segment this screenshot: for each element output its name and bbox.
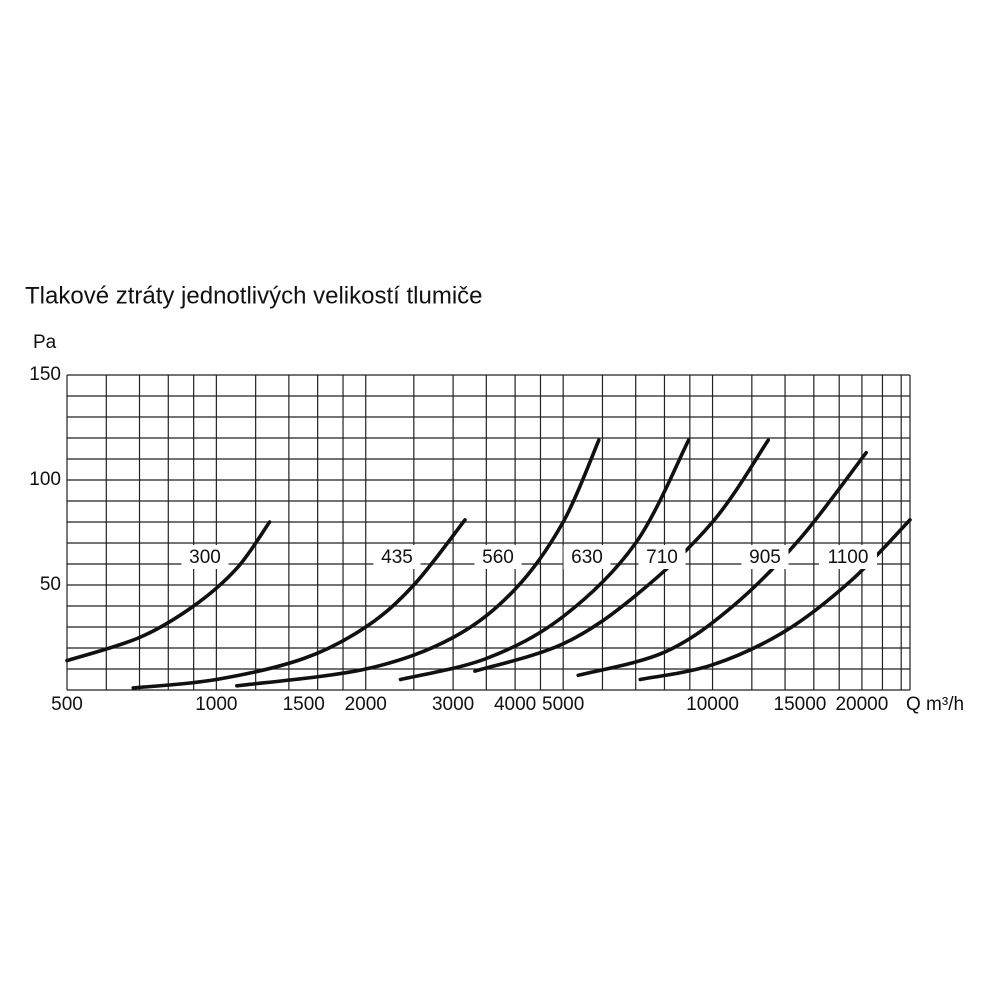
curve	[576, 450, 868, 678]
x-tick-label: 4000	[494, 694, 536, 715]
label-bg	[638, 545, 686, 569]
series-label: 1100	[828, 547, 869, 568]
curve	[235, 438, 601, 688]
x-tick-label: 20000	[835, 694, 888, 715]
series-label: 630	[571, 547, 603, 568]
y-axis-label: Pa	[33, 332, 57, 353]
curve	[131, 518, 467, 690]
x-tick-label: 15000	[774, 694, 827, 715]
label-bg	[741, 545, 789, 569]
chart-title: Tlakové ztráty jednotlivých velikostí tl…	[25, 282, 483, 309]
series-label: 905	[749, 547, 781, 568]
y-tick-label: 50	[40, 574, 61, 595]
x-tick-label: 1500	[283, 694, 325, 715]
y-tick-label: 150	[29, 364, 61, 385]
x-tick-label: 1000	[195, 694, 237, 715]
curve	[638, 518, 912, 682]
x-tick-label: 10000	[686, 694, 739, 715]
label-bg	[474, 545, 522, 569]
series-label: 710	[646, 547, 678, 568]
series-label: 300	[189, 547, 221, 568]
x-tick-label: 500	[51, 694, 83, 715]
curve	[473, 438, 771, 673]
y-tick-label: 100	[29, 469, 61, 490]
series-label: 435	[381, 547, 413, 568]
series-label: 560	[482, 547, 514, 568]
label-bg	[563, 545, 611, 569]
x-tick-label: 5000	[542, 694, 584, 715]
x-axis-label: Q m³/h	[906, 694, 964, 715]
x-tick-label: 2000	[345, 694, 387, 715]
label-bg	[181, 545, 229, 569]
label-bg	[819, 545, 877, 569]
curve	[398, 438, 691, 682]
label-bg	[373, 545, 421, 569]
curve	[65, 520, 272, 663]
x-tick-label: 3000	[432, 694, 474, 715]
